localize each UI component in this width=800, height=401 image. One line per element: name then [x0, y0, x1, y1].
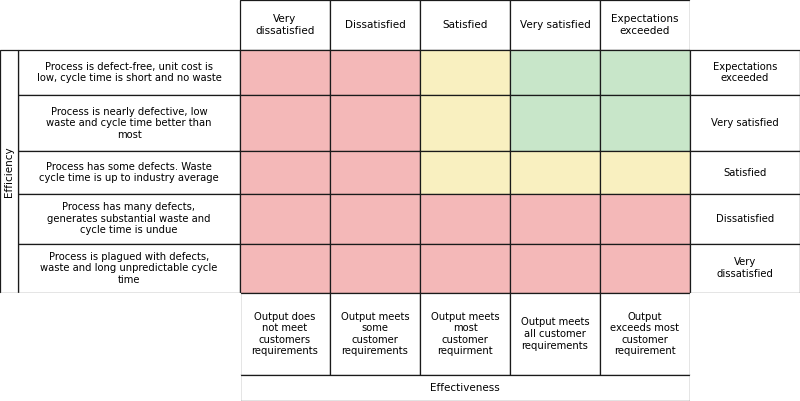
- Text: Output meets
all customer
requirements: Output meets all customer requirements: [521, 318, 590, 350]
- Text: Very
dissatisfied: Very dissatisfied: [255, 14, 314, 36]
- Bar: [18, 243, 240, 293]
- Bar: [690, 293, 800, 375]
- Bar: [240, 50, 330, 95]
- Bar: [510, 293, 600, 375]
- Bar: [330, 194, 420, 243]
- Text: Very
dissatisfied: Very dissatisfied: [717, 257, 774, 279]
- Bar: [330, 243, 420, 293]
- Bar: [0, 293, 240, 375]
- Text: Output meets
most
customer
requirment: Output meets most customer requirment: [430, 312, 499, 356]
- Bar: [690, 50, 800, 95]
- Bar: [0, 375, 240, 401]
- Bar: [600, 243, 690, 293]
- Text: Expectations
exceeded: Expectations exceeded: [611, 14, 678, 36]
- Bar: [0, 50, 18, 293]
- Bar: [600, 0, 690, 50]
- Bar: [690, 194, 800, 243]
- Bar: [420, 151, 510, 194]
- Bar: [240, 0, 330, 50]
- Bar: [18, 151, 240, 194]
- Bar: [690, 95, 800, 151]
- Bar: [600, 50, 690, 95]
- Bar: [420, 95, 510, 151]
- Bar: [420, 293, 510, 375]
- Bar: [600, 151, 690, 194]
- Bar: [510, 0, 600, 50]
- Text: Dissatisfied: Dissatisfied: [345, 20, 406, 30]
- Bar: [240, 293, 330, 375]
- Bar: [330, 0, 420, 50]
- Bar: [240, 375, 690, 401]
- Bar: [330, 95, 420, 151]
- Text: Satisfied: Satisfied: [442, 20, 488, 30]
- Text: Efficiency: Efficiency: [4, 146, 14, 197]
- Text: Expectations
exceeded: Expectations exceeded: [713, 62, 777, 83]
- Bar: [600, 194, 690, 243]
- Bar: [18, 95, 240, 151]
- Text: Process is plagued with defects,
waste and long unpredictable cycle
time: Process is plagued with defects, waste a…: [40, 252, 218, 285]
- Bar: [240, 151, 330, 194]
- Bar: [690, 0, 800, 50]
- Bar: [510, 151, 600, 194]
- Bar: [240, 243, 330, 293]
- Bar: [600, 95, 690, 151]
- Bar: [240, 194, 330, 243]
- Bar: [18, 194, 240, 243]
- Bar: [330, 151, 420, 194]
- Text: Process has many defects,
generates substantial waste and
cycle time is undue: Process has many defects, generates subs…: [47, 202, 210, 235]
- Bar: [510, 95, 600, 151]
- Text: Process has some defects. Waste
cycle time is up to industry average: Process has some defects. Waste cycle ti…: [39, 162, 219, 183]
- Bar: [420, 50, 510, 95]
- Bar: [240, 95, 330, 151]
- Text: Very satisfied: Very satisfied: [520, 20, 590, 30]
- Bar: [330, 293, 420, 375]
- Text: Satisfied: Satisfied: [723, 168, 766, 178]
- Text: Effectiveness: Effectiveness: [430, 383, 500, 393]
- Bar: [420, 0, 510, 50]
- Text: Very satisfied: Very satisfied: [711, 118, 779, 128]
- Text: Process is nearly defective, low
waste and cycle time better than
most: Process is nearly defective, low waste a…: [46, 107, 212, 140]
- Bar: [0, 0, 240, 50]
- Bar: [510, 243, 600, 293]
- Bar: [510, 50, 600, 95]
- Bar: [600, 293, 690, 375]
- Bar: [420, 243, 510, 293]
- Bar: [690, 375, 800, 401]
- Bar: [18, 50, 240, 95]
- Bar: [690, 243, 800, 293]
- Bar: [330, 50, 420, 95]
- Text: Output meets
some
customer
requirements: Output meets some customer requirements: [341, 312, 410, 356]
- Bar: [420, 194, 510, 243]
- Text: Dissatisfied: Dissatisfied: [716, 214, 774, 224]
- Text: Output does
not meet
customers
requirements: Output does not meet customers requireme…: [251, 312, 318, 356]
- Text: Process is defect-free, unit cost is
low, cycle time is short and no waste: Process is defect-free, unit cost is low…: [37, 62, 222, 83]
- Text: Output
exceeds most
customer
requirement: Output exceeds most customer requirement: [610, 312, 679, 356]
- Bar: [690, 151, 800, 194]
- Bar: [510, 194, 600, 243]
